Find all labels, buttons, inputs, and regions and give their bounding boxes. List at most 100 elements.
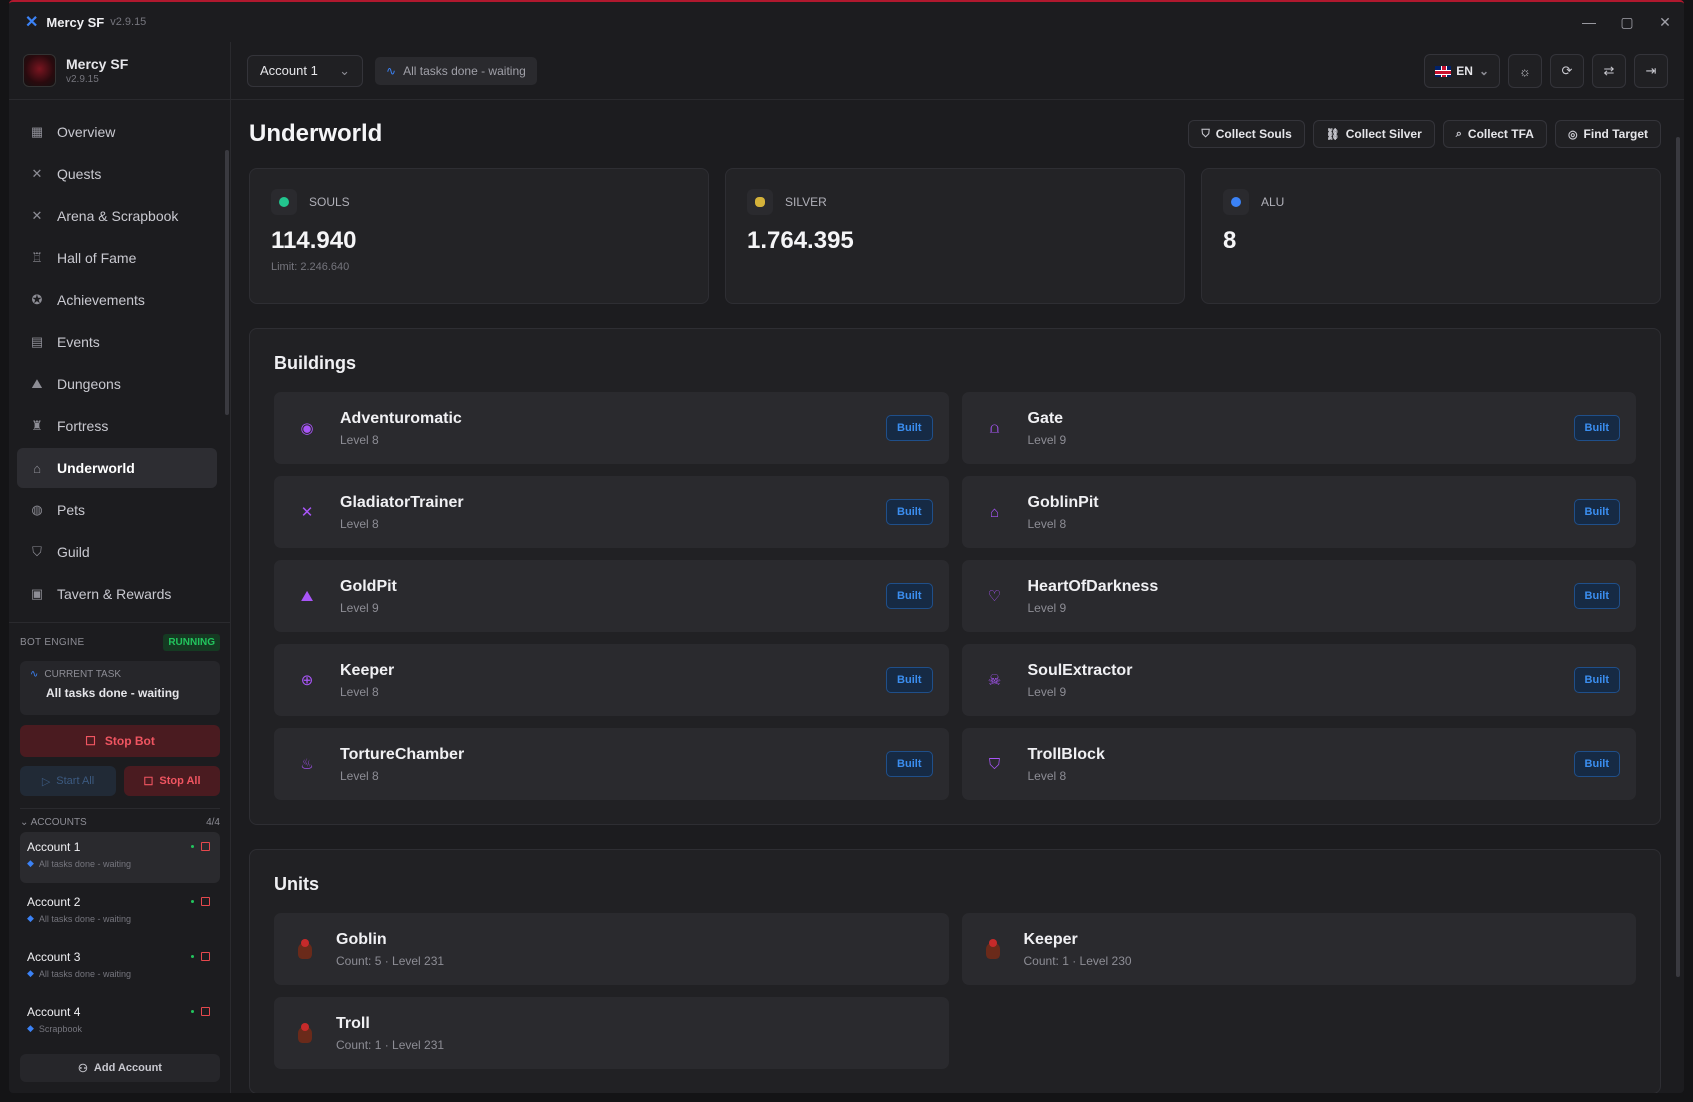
theme-toggle-button[interactable]: ☼ [1508, 54, 1542, 88]
building-level: Level 9 [1027, 684, 1067, 699]
units-section: Units Goblin Count: 5 · Level 231 Keeper Co… [249, 849, 1661, 1093]
stat-sub: Limit: 2.246.640 [271, 261, 350, 273]
sidebar-item-achievements[interactable]: ✪ Achievements [17, 280, 217, 320]
building-card: ⊕ Keeper Level 8 Built [274, 644, 949, 716]
accounts-count: 4/4 [206, 817, 220, 828]
brand-name: Mercy SF [66, 56, 129, 72]
minimize-icon[interactable]: — [1582, 14, 1596, 30]
account-name: Account 2 [27, 895, 81, 909]
language-select[interactable]: EN ⌄ [1424, 54, 1500, 88]
account-list: Account 1 ◆ All tasks done - waiting Accoun… [20, 832, 220, 1048]
sidebar-item-label: Guild [57, 544, 90, 560]
stop-all-button[interactable]: ☐ Stop All [124, 766, 220, 796]
stop-account-button[interactable] [201, 842, 210, 851]
building-level: Level 9 [1027, 432, 1067, 447]
refresh-button[interactable]: ⟳ [1550, 54, 1584, 88]
unit-detail: Count: 1 · Level 231 [336, 1037, 445, 1052]
sidebar-item-events[interactable]: ▤ Events [17, 322, 217, 362]
stop-account-button[interactable] [201, 897, 210, 906]
unit-name: Goblin [336, 930, 387, 948]
sync-button[interactable]: ⇄ [1592, 54, 1626, 88]
sidebar-item-underworld[interactable]: ⌂ Underworld [17, 448, 217, 488]
account-select[interactable]: Account 1 ⌄ [247, 54, 363, 87]
online-dot-icon [191, 1010, 194, 1013]
building-text: Adventuromatic Level 8 [340, 410, 462, 447]
stat-value: 114.940 [271, 227, 357, 254]
start-all-label: Start All [56, 775, 95, 787]
sidebar-scrollbar[interactable] [225, 150, 229, 415]
sidebar-item-label: Fortress [57, 418, 109, 434]
stop-bot-button[interactable]: ☐ Stop Bot [20, 725, 220, 757]
current-task-value: All tasks done - waiting [46, 686, 180, 700]
refresh-icon: ⟳ [1561, 63, 1573, 78]
stop-account-button[interactable] [201, 952, 210, 961]
sidebar: Mercy SF v2.9.15 ▦ Overview ✕ Quests ✕ Arena … [9, 42, 231, 1093]
stats-row: SOULS 114.940 Limit: 2.246.640 SILVER 1.764.… [249, 168, 1661, 304]
stop-account-button[interactable] [201, 1007, 210, 1016]
flame-icon: ♨ [300, 756, 314, 773]
swords-icon: ✕ [31, 166, 43, 181]
sidebar-item-fortress[interactable]: ♜ Fortress [17, 406, 217, 446]
search-icon: ⌕ [1455, 127, 1462, 140]
list-item[interactable]: Account 1 ◆ All tasks done - waiting [20, 832, 220, 883]
sidebar-item-pets[interactable]: ◍ Pets [17, 490, 217, 530]
mountain-icon: ⛰ [31, 376, 43, 391]
collect-silver-button[interactable]: ⛓ Collect Silver [1312, 120, 1435, 148]
uk-flag-icon [1435, 65, 1452, 77]
unit-detail: Count: 5 · Level 231 [336, 953, 445, 968]
list-item[interactable]: Account 4 ◆ Scrapbook [20, 997, 220, 1048]
logout-icon: ⇥ [1645, 63, 1657, 78]
current-task-label: CURRENT TASK [44, 669, 122, 680]
stat-glyph [1231, 197, 1241, 207]
main-area: Account 1 ⌄ ∿ All tasks done - waiting E… [231, 42, 1684, 1093]
main-scrollbar[interactable] [1676, 137, 1680, 977]
stat-value: 1.764.395 [747, 227, 854, 254]
building-text: SoulExtractor Level 9 [1028, 662, 1133, 699]
sidebar-item-hall-of-fame[interactable]: ♖ Hall of Fame [17, 238, 217, 278]
brand-version: v2.9.15 [66, 74, 99, 85]
diamond-icon: ◆ [27, 913, 34, 923]
building-name: GoldPit [340, 577, 397, 595]
heart-icon: ♡ [987, 588, 1002, 605]
add-account-button[interactable]: ⚇ Add Account [20, 1054, 220, 1082]
building-name: GladiatorTrainer [340, 493, 464, 511]
sidebar-item-overview[interactable]: ▦ Overview [17, 112, 217, 152]
stat-label-row: SILVER [747, 189, 1163, 215]
close-icon[interactable]: ✕ [1659, 13, 1671, 30]
target-icon: ◎ [1567, 128, 1578, 141]
building-text: TortureChamber Level 8 [340, 746, 464, 783]
chevron-down-icon: ⌄ [339, 62, 350, 78]
collect-souls-button[interactable]: ⛉ Collect Souls [1188, 120, 1305, 148]
sidebar-item-label: Dungeons [57, 376, 121, 392]
built-badge: Built [1573, 415, 1620, 441]
logout-button[interactable]: ⇥ [1634, 54, 1668, 88]
building-level: Level 8 [340, 768, 379, 783]
sidebar-item-label: Quests [57, 166, 102, 182]
status-pill-text: All tasks done - waiting [403, 63, 526, 78]
sidebar-item-arena-scrapbook[interactable]: ✕ Arena & Scrapbook [17, 196, 217, 236]
sidebar-item-guild[interactable]: ⛉ Guild [17, 532, 217, 572]
sun-icon: ☼ [1519, 63, 1531, 79]
swords-icon: ✕ [300, 504, 314, 521]
list-item[interactable]: Account 2 ◆ All tasks done - waiting [20, 887, 220, 938]
sidebar-item-dungeons[interactable]: ⛰ Dungeons [17, 364, 217, 404]
collect-tfa-button[interactable]: ⌕ Collect TFA [1442, 120, 1547, 148]
accounts-header[interactable]: ⌄ ACCOUNTS 4/4 [20, 808, 220, 832]
maximize-icon[interactable]: ▢ [1620, 13, 1634, 30]
window-version: v2.9.15 [110, 16, 147, 28]
start-all-button[interactable]: ▷ Start All [20, 766, 116, 796]
top-bar: Account 1 ⌄ ∿ All tasks done - waiting E… [231, 42, 1684, 100]
building-text: TrollBlock Level 8 [1028, 746, 1105, 783]
stat-glyph [279, 197, 289, 207]
list-item[interactable]: Account 3 ◆ All tasks done - waiting [20, 942, 220, 993]
find-target-button[interactable]: ◎ Find Target [1554, 120, 1661, 148]
unit-card: Troll Count: 1 · Level 231 [274, 997, 949, 1069]
sidebar-item-tavern-rewards[interactable]: ▣ Tavern & Rewards [17, 574, 217, 614]
activity-icon: ∿ [30, 669, 39, 680]
building-card: ⛰ GoldPit Level 9 Built [274, 560, 949, 632]
unit-card: Goblin Count: 5 · Level 231 [274, 913, 949, 985]
building-text: GladiatorTrainer Level 8 [340, 494, 464, 531]
sidebar-item-quests[interactable]: ✕ Quests [17, 154, 217, 194]
building-text: GoblinPit Level 8 [1028, 494, 1099, 531]
building-card: ⌂ GoblinPit Level 8 Built [961, 476, 1636, 548]
